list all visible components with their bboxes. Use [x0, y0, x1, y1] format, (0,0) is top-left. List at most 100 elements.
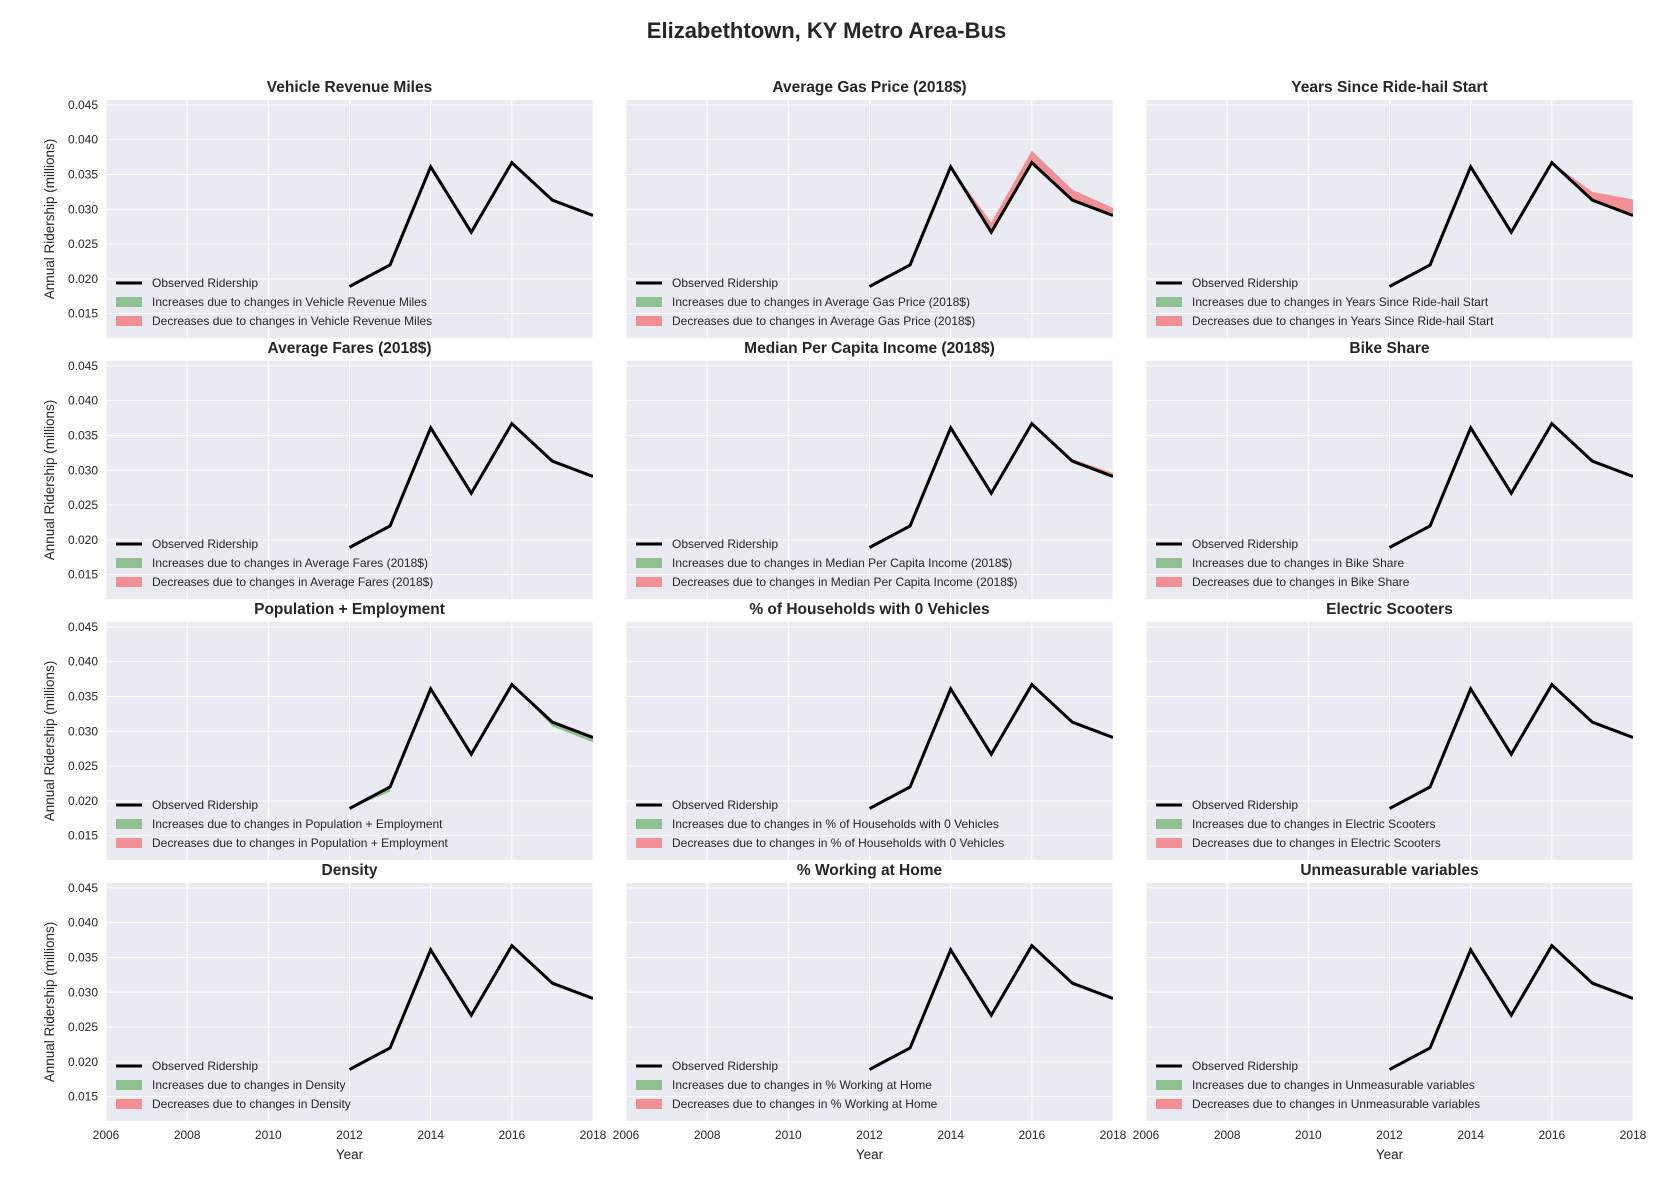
y-axis-label: Annual Ridership (millions) [42, 661, 57, 822]
y-tick-label: 0.035 [68, 428, 98, 442]
legend-increase-swatch [1156, 1080, 1182, 1090]
y-tick-label: 0.030 [68, 463, 98, 477]
legend: Observed Ridership Increases due to chang… [1156, 1059, 1480, 1111]
legend-increase-label: Increases due to changes in % of Househo… [672, 817, 999, 831]
legend-decrease-swatch [1156, 316, 1182, 326]
y-tick-label: 0.035 [68, 950, 98, 964]
observed-ridership-line [348, 421, 593, 549]
panel-title: Population + Employment [254, 601, 445, 618]
panel-title: Bike Share [1349, 340, 1430, 357]
panel-title: Unmeasurable variables [1300, 862, 1478, 879]
legend-decrease-swatch [1156, 838, 1182, 848]
y-tick-label: 0.045 [68, 620, 98, 634]
plot-area [868, 150, 1113, 288]
panel-4: Median Per Capita Income (2018$) Observed… [625, 340, 1114, 599]
plot-area [868, 943, 1113, 1071]
decrease-band [1551, 162, 1633, 216]
legend-decrease-label: Decreases due to changes in Unmeasurable… [1192, 1097, 1480, 1111]
increase-band [511, 684, 593, 743]
legend-decrease-swatch [1156, 577, 1182, 587]
legend-decrease-swatch [636, 1099, 662, 1109]
legend: Observed Ridership Increases due to chang… [1156, 798, 1441, 850]
y-tick-label: 0.015 [68, 829, 98, 843]
legend-observed-label: Observed Ridership [152, 537, 258, 551]
legend-increase-label: Increases due to changes in Bike Share [1192, 556, 1404, 570]
legend-increase-swatch [1156, 819, 1182, 829]
panel-11: Unmeasurable variables 2006 2008 2010 2012 20… [1133, 862, 1647, 1162]
legend-increase-swatch [116, 558, 142, 568]
legend-decrease-label: Decreases due to changes in Average Gas … [672, 314, 975, 328]
panel-5: Bike Share Observed Ridership Increases du… [1145, 340, 1634, 599]
y-tick-label: 0.045 [68, 359, 98, 373]
plot-area [1388, 160, 1633, 288]
legend-decrease-label: Decreases due to changes in % Working at… [672, 1097, 938, 1111]
legend: Observed Ridership Increases due to chang… [636, 537, 1018, 589]
legend-observed-label: Observed Ridership [672, 537, 778, 551]
legend-decrease-label: Decreases due to changes in Average Fare… [152, 575, 433, 589]
y-tick-label: 0.045 [68, 98, 98, 112]
plot-area [348, 160, 593, 288]
legend-decrease-swatch [116, 316, 142, 326]
legend-increase-swatch [636, 558, 662, 568]
legend-decrease-label: Decreases due to changes in % of Househo… [672, 836, 1004, 850]
x-tick-label: 2016 [1018, 1128, 1045, 1142]
y-tick-label: 0.035 [68, 689, 98, 703]
panel-title: Electric Scooters [1326, 601, 1453, 618]
y-axis-label: Annual Ridership (millions) [42, 139, 57, 300]
legend-decrease-swatch [636, 838, 662, 848]
panel-title: Density [322, 862, 378, 879]
legend: Observed Ridership Increases due to chang… [636, 276, 975, 328]
y-tick-label: 0.040 [68, 394, 98, 408]
x-tick-label: 2014 [417, 1128, 444, 1142]
plot-area [868, 682, 1113, 810]
legend: Observed Ridership Increases due to chang… [116, 276, 432, 328]
y-tick-label: 0.040 [68, 133, 98, 147]
panel-10: % Working at Home 2006 2008 2010 2012 2014 201… [613, 862, 1127, 1162]
y-axis-label: Annual Ridership (millions) [42, 922, 57, 1083]
legend-observed-label: Observed Ridership [1192, 798, 1298, 812]
legend-increase-label: Increases due to changes in Unmeasurable… [1192, 1078, 1475, 1092]
legend-increase-label: Increases due to changes in Years Since … [1192, 295, 1489, 309]
panel-3: Average Fares (2018$) 0.015 0.020 0.025 0.03… [42, 340, 594, 599]
legend-increase-label: Increases due to changes in Electric Sco… [1192, 817, 1435, 831]
panel-0: Vehicle Revenue Miles 0.015 0.020 0.025 0.03… [42, 79, 594, 338]
x-tick-label: 2014 [1457, 1128, 1484, 1142]
x-tick-label: 2010 [775, 1128, 802, 1142]
legend-increase-swatch [636, 1080, 662, 1090]
panel-title: % of Households with 0 Vehicles [749, 601, 989, 618]
y-tick-label: 0.030 [68, 985, 98, 999]
legend-observed-label: Observed Ridership [152, 798, 258, 812]
panel-title: Average Fares (2018$) [268, 340, 432, 357]
x-axis-label: Year [1376, 1147, 1404, 1162]
x-tick-label: 2016 [498, 1128, 525, 1142]
panel-title: Years Since Ride-hail Start [1291, 79, 1487, 96]
panel-title: % Working at Home [797, 862, 943, 879]
y-tick-label: 0.015 [68, 307, 98, 321]
panel-1: Average Gas Price (2018$) Observed Riders… [625, 79, 1114, 338]
legend-observed-label: Observed Ridership [1192, 537, 1298, 551]
x-tick-label: 2018 [1620, 1128, 1647, 1142]
legend-increase-swatch [636, 297, 662, 307]
observed-ridership-line [868, 682, 1113, 810]
observed-ridership-line [1388, 943, 1633, 1071]
legend: Observed Ridership Increases due to chang… [636, 798, 1004, 850]
panel-8: Electric Scooters Observed Ridership Incre… [1145, 601, 1634, 860]
x-tick-label: 2012 [1376, 1128, 1403, 1142]
y-tick-label: 0.020 [68, 272, 98, 286]
observed-ridership-line [1388, 160, 1633, 288]
legend-increase-swatch [636, 819, 662, 829]
legend-observed-label: Observed Ridership [1192, 1059, 1298, 1073]
x-tick-label: 2014 [937, 1128, 964, 1142]
legend-observed-label: Observed Ridership [672, 1059, 778, 1073]
legend-decrease-label: Decreases due to changes in Density [152, 1097, 351, 1111]
legend: Observed Ridership Increases due to chang… [1156, 276, 1494, 328]
y-tick-label: 0.040 [68, 655, 98, 669]
figure-title: Elizabethtown, KY Metro Area-Bus [646, 18, 1007, 43]
legend-decrease-swatch [116, 577, 142, 587]
y-tick-label: 0.015 [68, 568, 98, 582]
panel-title: Median Per Capita Income (2018$) [744, 340, 995, 357]
observed-ridership-line [868, 421, 1113, 549]
y-tick-label: 0.025 [68, 498, 98, 512]
observed-ridership-line [348, 943, 593, 1071]
x-tick-label: 2006 [93, 1128, 120, 1142]
